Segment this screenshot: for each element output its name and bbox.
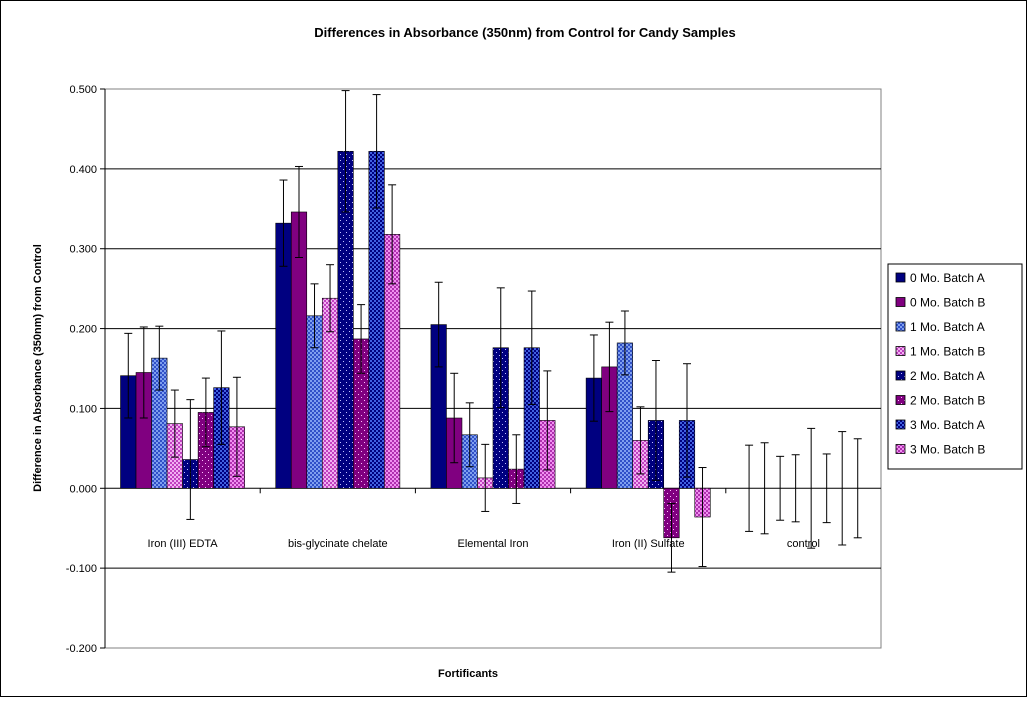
legend-swatch <box>895 444 906 454</box>
y-axis-title: Difference in Absorbance (350nm) from Co… <box>32 244 44 492</box>
y-tick-label: 0.200 <box>69 324 97 336</box>
y-tick-label: -0.200 <box>66 643 97 655</box>
y-tick-label: -0.100 <box>66 563 97 575</box>
legend-items: 0 Mo. Batch A 0 Mo. Batch B 1 Mo. Batch A 1… <box>895 271 985 457</box>
legend-label: 2 Mo. Batch A <box>910 369 985 383</box>
legend-swatch <box>895 272 906 283</box>
legend-swatch <box>895 419 906 430</box>
legend-label: 1 Mo. Batch A <box>910 320 985 334</box>
legend-label: 1 Mo. Batch B <box>910 345 985 359</box>
legend-label: 3 Mo. Batch B <box>910 443 985 457</box>
error-bars <box>124 90 862 573</box>
legend-label: 2 Mo. Batch B <box>910 394 985 408</box>
x-category-label: Iron (II) Sulfate <box>612 538 685 550</box>
legend-label: 0 Mo. Batch A <box>910 271 985 285</box>
y-tick-label: 0.500 <box>69 84 97 96</box>
y-tick-label: 0.400 <box>69 164 97 176</box>
y-axis-tick-labels: 0.500 0.400 0.300 0.200 0.100 0.000 -0.100 -0.2… <box>66 84 97 655</box>
legend-swatch <box>895 370 906 381</box>
x-category-label: bis-glycinate chelate <box>288 538 388 550</box>
legend: 0 Mo. Batch A 0 Mo. Batch B 1 Mo. Batch A 1… <box>887 263 1023 470</box>
chart-title: Differences in Absorbance (350nm) from C… <box>314 25 735 40</box>
x-category-label: Elemental Iron <box>458 538 529 550</box>
legend-swatch <box>895 395 906 405</box>
y-tick-label: 0.000 <box>69 483 97 495</box>
x-category-label: Iron (III) EDTA <box>148 538 219 550</box>
x-axis-category-labels: Iron (III) EDTA bis-glycinate chelate Elem… <box>148 538 820 550</box>
legend-box <box>887 263 1023 470</box>
legend-label: 0 Mo. Batch B <box>910 296 985 310</box>
bars <box>120 150 711 539</box>
y-tick-label: 0.100 <box>69 403 97 415</box>
x-category-label: control <box>787 538 820 550</box>
x-axis-title: Fortificants <box>438 668 498 680</box>
legend-swatch <box>895 346 906 356</box>
legend-swatch <box>895 297 906 307</box>
legend-label: 3 Mo. Batch A <box>910 418 985 432</box>
legend-swatch <box>895 321 906 332</box>
y-tick-label: 0.300 <box>69 244 97 256</box>
